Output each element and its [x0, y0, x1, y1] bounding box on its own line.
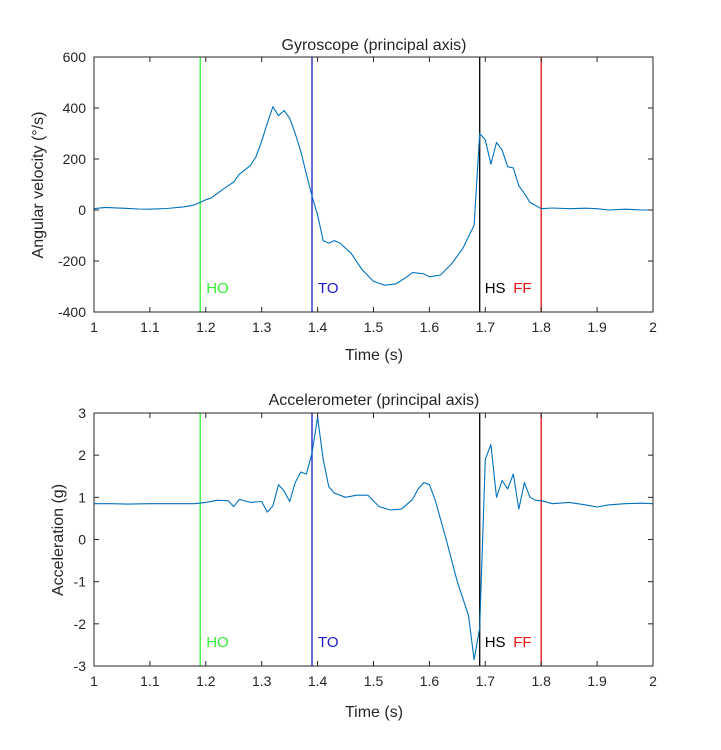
- x-tick-label: 1.4: [308, 319, 328, 335]
- y-tick-label: 2: [78, 447, 86, 463]
- y-tick-label: -1: [74, 574, 87, 590]
- event-label-ff: FF: [513, 280, 531, 297]
- y-tick-label: 1: [78, 489, 86, 505]
- x-tick-label: 1.6: [420, 319, 440, 335]
- x-axis-title: Time (s): [345, 347, 403, 364]
- plot-area: [94, 413, 653, 666]
- x-tick-label: 1.2: [196, 673, 216, 689]
- y-tick-label: -200: [58, 253, 86, 269]
- event-label-ff: FF: [513, 634, 531, 651]
- y-tick-label: 3: [78, 405, 86, 421]
- x-tick-label: 2: [649, 319, 657, 335]
- x-tick-label: 1.6: [420, 673, 440, 689]
- x-tick-label: 1: [90, 319, 98, 335]
- series-line: [94, 416, 654, 661]
- y-tick-label: 0: [78, 532, 86, 548]
- event-label-to: TO: [318, 634, 339, 651]
- series-line: [93, 106, 653, 286]
- event-label-to: TO: [318, 280, 339, 297]
- y-axis-title: Acceleration (g): [50, 484, 67, 596]
- x-tick-label: 1.9: [587, 319, 607, 335]
- y-tick-label: 200: [63, 151, 87, 167]
- x-tick-label: 1.3: [252, 673, 272, 689]
- x-tick-label: 1.5: [364, 319, 384, 335]
- x-tick-label: 1.3: [252, 319, 272, 335]
- x-tick-label: 1.2: [196, 319, 216, 335]
- x-tick-label: 1.4: [308, 673, 328, 689]
- event-label-ho: HO: [206, 280, 229, 297]
- y-tick-label: 0: [78, 202, 86, 218]
- x-tick-label: 2: [649, 673, 657, 689]
- y-tick-label: -2: [74, 616, 87, 632]
- x-tick-label: 1.8: [531, 673, 551, 689]
- gyroscope-chart: Gyroscope (principal axis) HO TO HS FF 1 1.1 1…: [30, 37, 657, 364]
- plot-area: [94, 57, 653, 312]
- y-tick-label: -400: [58, 304, 86, 320]
- event-label-hs: HS: [485, 634, 506, 651]
- event-label-ho: HO: [206, 634, 229, 651]
- y-tick-label: -3: [74, 658, 87, 674]
- x-tick-label: 1.1: [140, 673, 160, 689]
- x-tick-label: 1.1: [140, 319, 160, 335]
- accelerometer-chart: Accelerometer (principal axis) HO TO HS FF 1…: [50, 392, 657, 721]
- y-tick-label: 400: [63, 100, 87, 116]
- x-tick-label: 1.9: [587, 673, 607, 689]
- x-tick-label: 1.5: [364, 673, 384, 689]
- chart-title: Gyroscope (principal axis): [282, 37, 467, 54]
- y-axis-title: Angular velocity (°/s): [30, 112, 47, 259]
- event-label-hs: HS: [485, 280, 506, 297]
- chart-title: Accelerometer (principal axis): [269, 392, 480, 409]
- x-axis-title: Time (s): [345, 704, 403, 721]
- x-tick-label: 1.8: [531, 319, 551, 335]
- x-tick-label: 1.7: [476, 673, 496, 689]
- y-tick-label: 600: [63, 49, 87, 65]
- x-tick-label: 1: [90, 673, 98, 689]
- x-tick-label: 1.7: [476, 319, 496, 335]
